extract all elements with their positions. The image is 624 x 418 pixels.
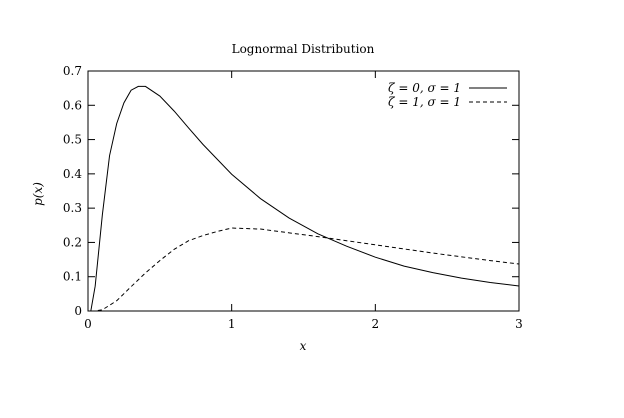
chart-title: Lognormal Distribution: [232, 42, 375, 56]
y-tick-label-4: 0.4: [63, 167, 82, 181]
series-lines: [90, 85, 520, 312]
axis-tick-labels: 0 1 2 3 0 0.1 0.2 0.3 0.4 0.5 0.6 0.7: [63, 64, 523, 331]
y-tick-label-1: 0.1: [63, 270, 82, 284]
x-tick-label-3: 3: [515, 317, 523, 331]
series-line-1: [90, 227, 520, 312]
x-tick-label-1: 1: [228, 317, 236, 331]
x-tick-label-0: 0: [84, 317, 92, 331]
y-tick-label-3: 0.3: [63, 201, 82, 215]
series-line-0: [90, 85, 520, 311]
legend-label-zeta1: ζ = 1, σ = 1: [388, 95, 461, 109]
axis-ticks: [87, 70, 520, 312]
y-tick-label-0: 0: [74, 304, 82, 318]
x-axis-label: x: [300, 339, 307, 353]
y-tick-label-2: 0.2: [63, 235, 82, 249]
legend: ζ = 0, σ = 1 ζ = 1, σ = 1: [388, 81, 507, 109]
legend-label-zeta0: ζ = 0, σ = 1: [388, 81, 461, 95]
plot-frame: [87, 70, 520, 312]
y-tick-label-6: 0.6: [63, 98, 82, 112]
y-tick-label-5: 0.5: [63, 133, 82, 147]
y-axis-label: p(x): [31, 182, 45, 206]
x-tick-label-2: 2: [372, 317, 380, 331]
y-tick-label-7: 0.7: [63, 64, 82, 78]
